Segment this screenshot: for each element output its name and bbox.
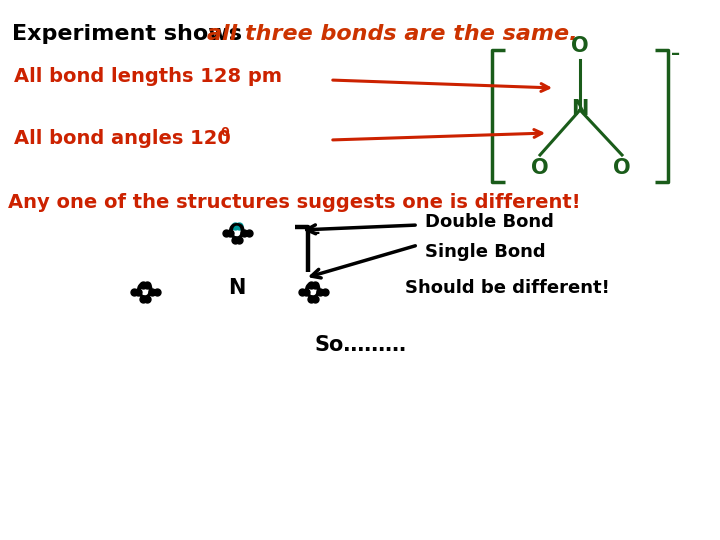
Text: Single Bond: Single Bond [425,243,546,261]
Text: O: O [613,158,631,178]
Text: N: N [228,278,246,298]
Text: O: O [571,36,589,56]
Text: O: O [304,282,322,302]
Text: N: N [571,99,589,119]
Text: 0: 0 [220,125,229,138]
Text: Double Bond: Double Bond [425,213,554,231]
Text: Any one of the structures suggests one is different!: Any one of the structures suggests one i… [8,192,580,212]
Text: O: O [228,223,246,243]
Text: O: O [531,158,549,178]
Text: all three bonds are the same.: all three bonds are the same. [207,24,577,44]
Text: All bond angles 120: All bond angles 120 [14,129,230,147]
Text: Should be different!: Should be different! [405,279,610,297]
Text: –: – [311,224,319,242]
Text: So………: So……… [314,335,406,355]
Text: –: – [671,45,680,63]
Text: O: O [136,282,154,302]
Text: Experiment shows: Experiment shows [12,24,250,44]
Text: All bond lengths 128 pm: All bond lengths 128 pm [14,68,282,86]
